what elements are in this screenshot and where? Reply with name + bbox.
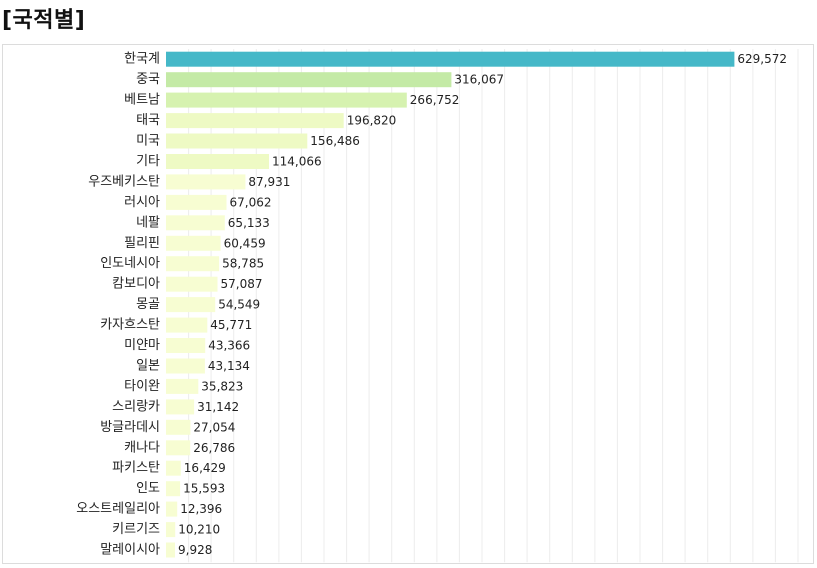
bar xyxy=(166,460,181,476)
category-label: 태국 xyxy=(136,113,160,128)
bar xyxy=(166,338,206,353)
category-label: 필리핀 xyxy=(124,236,160,251)
bar xyxy=(166,51,735,67)
bar xyxy=(166,72,452,88)
value-label: 45,771 xyxy=(210,318,252,332)
category-label: 파키스탄 xyxy=(112,461,160,476)
bar xyxy=(166,297,216,313)
bar xyxy=(166,542,175,558)
category-label: 베트남 xyxy=(124,93,160,108)
bar xyxy=(166,174,246,190)
category-label: 키르기즈 xyxy=(112,522,160,537)
value-label: 156,486 xyxy=(310,134,360,148)
chart-frame: 한국계 629,572 중국 316,067 베트남 266,752 태국 196,820 미국… xyxy=(2,44,814,564)
bar xyxy=(166,235,221,251)
value-label: 43,134 xyxy=(208,359,250,373)
page-title: [국적별] xyxy=(2,8,86,33)
bar xyxy=(166,522,176,538)
bar xyxy=(166,378,199,394)
bar xyxy=(166,256,220,272)
value-label: 35,823 xyxy=(201,379,243,393)
value-label: 196,820 xyxy=(347,114,397,128)
category-label: 인도네시아 xyxy=(100,256,160,271)
value-label: 266,752 xyxy=(410,93,460,107)
category-label: 한국계 xyxy=(124,52,160,67)
category-label: 러시아 xyxy=(124,195,160,210)
bar xyxy=(166,317,208,333)
value-label: 58,785 xyxy=(222,257,264,271)
value-label: 67,062 xyxy=(230,195,272,209)
category-label: 스리랑카 xyxy=(112,399,160,414)
value-label: 54,549 xyxy=(218,298,260,312)
bar xyxy=(166,215,225,231)
value-label: 26,786 xyxy=(193,441,235,455)
value-label: 57,087 xyxy=(221,277,263,291)
value-label: 15,593 xyxy=(183,482,225,496)
category-label: 방글라데시 xyxy=(100,420,160,435)
category-label: 미국 xyxy=(136,134,160,149)
category-label: 캐나다 xyxy=(124,440,160,455)
category-label: 인도 xyxy=(136,481,160,496)
bar xyxy=(166,194,227,210)
category-label: 타이완 xyxy=(124,379,160,394)
value-label: 629,572 xyxy=(737,52,787,66)
category-label: 캄보디아 xyxy=(112,277,160,292)
value-label: 65,133 xyxy=(228,216,270,230)
bar xyxy=(166,154,269,169)
bar xyxy=(166,399,195,415)
category-label: 미얀마 xyxy=(124,338,160,353)
value-label: 12,396 xyxy=(180,502,222,516)
category-label: 일본 xyxy=(136,358,160,373)
category-label: 네팔 xyxy=(136,215,160,230)
bar xyxy=(166,481,181,497)
value-label: 43,366 xyxy=(208,339,250,353)
value-label: 114,066 xyxy=(272,154,322,168)
category-label: 기타 xyxy=(136,154,160,169)
category-label: 카자흐스탄 xyxy=(100,318,160,333)
value-label: 316,067 xyxy=(454,73,504,87)
bar-chart: 한국계 629,572 중국 316,067 베트남 266,752 태국 196,820 미국… xyxy=(76,49,799,563)
bar xyxy=(166,358,205,374)
value-label: 87,931 xyxy=(248,175,290,189)
value-label: 27,054 xyxy=(193,420,235,434)
category-label: 말레이시아 xyxy=(100,543,160,558)
bar xyxy=(166,113,344,129)
value-label: 16,429 xyxy=(184,461,226,475)
value-label: 60,459 xyxy=(224,236,266,250)
bar xyxy=(166,92,407,108)
bar xyxy=(166,276,218,292)
category-label: 몽골 xyxy=(136,297,160,312)
bar xyxy=(166,419,191,435)
value-label: 9,928 xyxy=(178,543,212,557)
category-label: 오스트레일리아 xyxy=(76,502,160,517)
bar xyxy=(166,133,308,149)
bar xyxy=(166,501,178,517)
category-label: 중국 xyxy=(136,72,160,87)
value-label: 31,142 xyxy=(197,400,239,414)
bar xyxy=(166,440,191,456)
category-label: 우즈베키스탄 xyxy=(88,174,160,189)
value-label: 10,210 xyxy=(178,523,220,537)
